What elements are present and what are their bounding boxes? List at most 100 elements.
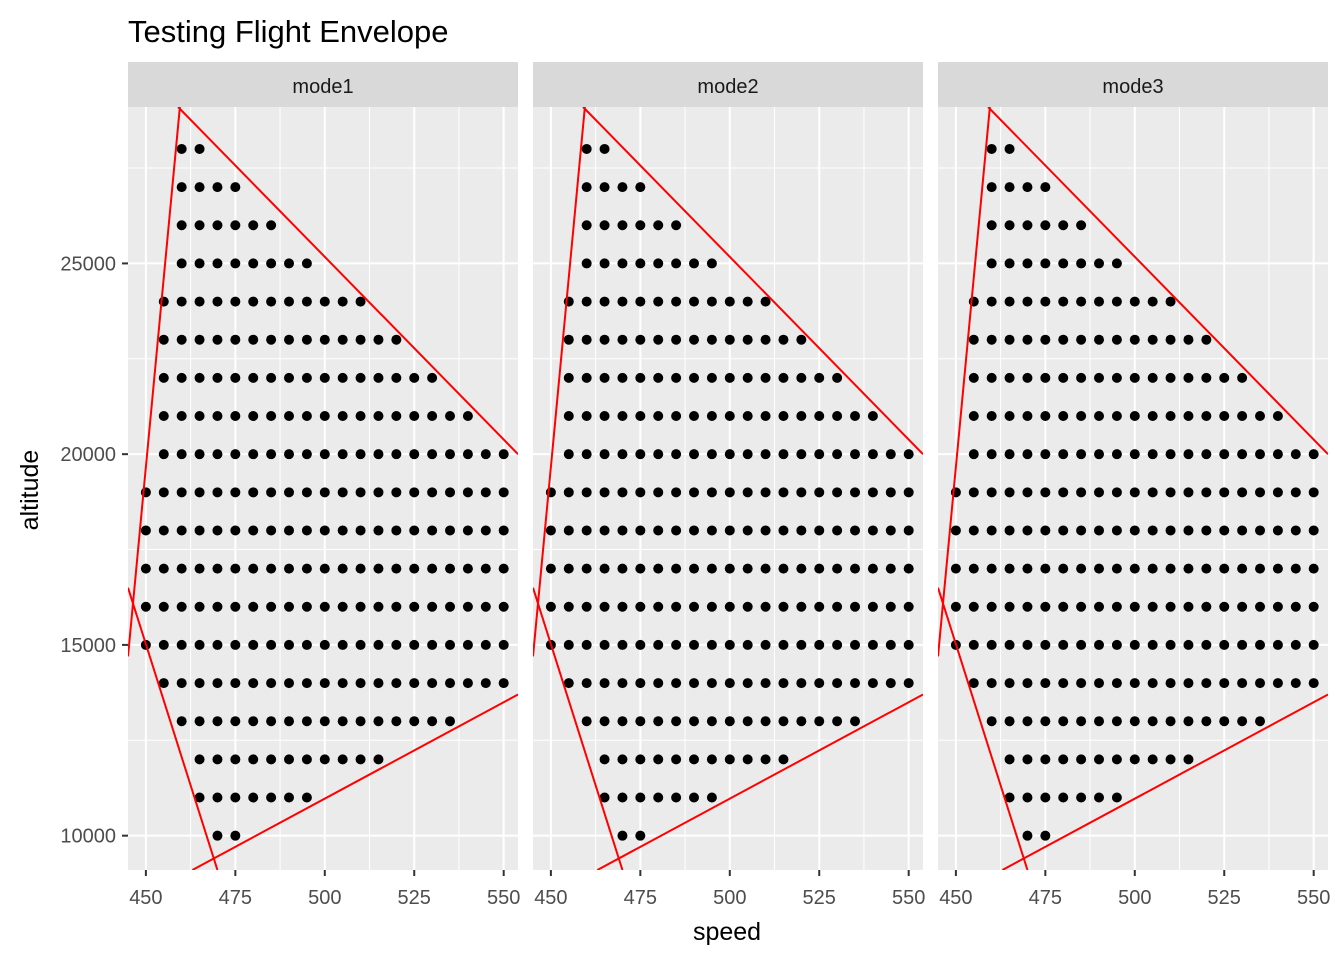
data-point — [1004, 487, 1015, 498]
data-point — [635, 525, 646, 536]
data-point — [445, 563, 456, 574]
x-axis: 450 475 500 525 550 — [534, 870, 925, 909]
data-point — [617, 525, 628, 536]
data-point — [581, 296, 592, 307]
data-point — [462, 601, 473, 612]
data-point — [1076, 449, 1087, 460]
data-point — [194, 143, 205, 154]
data-point — [319, 563, 330, 574]
data-point — [1183, 372, 1194, 383]
data-point — [1040, 449, 1051, 460]
data-point — [355, 296, 366, 307]
data-point — [462, 449, 473, 460]
data-point — [599, 792, 610, 803]
data-point — [176, 296, 187, 307]
data-point — [617, 449, 628, 460]
data-point — [1183, 716, 1194, 727]
data-point — [1040, 487, 1051, 498]
data-point — [706, 716, 717, 727]
data-point — [968, 372, 979, 383]
envelope-boundary-line — [191, 693, 518, 870]
data-point — [742, 639, 753, 650]
data-point — [284, 487, 295, 498]
data-point — [391, 449, 402, 460]
data-point — [778, 601, 789, 612]
data-point — [1165, 563, 1176, 574]
envelope-boundary-line — [533, 587, 624, 870]
data-point — [968, 678, 979, 689]
data-point — [653, 296, 664, 307]
data-point — [212, 182, 223, 193]
data-point — [409, 525, 420, 536]
data-point — [284, 563, 295, 574]
data-point — [671, 639, 682, 650]
data-point — [635, 411, 646, 422]
data-point — [635, 754, 646, 765]
data-point — [1147, 754, 1158, 765]
data-point — [1076, 754, 1087, 765]
data-point — [671, 334, 682, 345]
data-point — [986, 525, 997, 536]
data-point — [706, 258, 717, 269]
facet-panel-mode3: mode3 450 475 500 525 550 — [938, 62, 1330, 909]
data-point — [1040, 754, 1051, 765]
data-point — [427, 563, 438, 574]
data-point — [1094, 678, 1105, 689]
data-point — [563, 525, 574, 536]
data-point — [581, 372, 592, 383]
data-point — [1111, 754, 1122, 765]
data-point — [617, 792, 628, 803]
data-point — [1147, 487, 1158, 498]
data-point — [581, 716, 592, 727]
data-point — [706, 449, 717, 460]
data-point — [230, 678, 241, 689]
data-point — [266, 411, 277, 422]
data-point — [635, 449, 646, 460]
facet-strip-label: mode2 — [697, 76, 758, 98]
data-point — [563, 487, 574, 498]
data-point — [885, 563, 896, 574]
data-point — [1219, 639, 1230, 650]
data-point — [1255, 639, 1266, 650]
data-point — [581, 678, 592, 689]
data-point — [968, 411, 979, 422]
data-point — [1183, 678, 1194, 689]
data-point — [194, 258, 205, 269]
data-point — [814, 525, 825, 536]
facet-panels: mode1 450 475 500 525 550 mode2 450 475 500 525 550… — [128, 62, 1330, 909]
data-point — [671, 678, 682, 689]
data-point — [885, 487, 896, 498]
data-point — [760, 296, 771, 307]
data-point — [1290, 563, 1301, 574]
boundary-lines — [938, 107, 1328, 870]
data-point — [1237, 639, 1248, 650]
data-point — [1272, 411, 1283, 422]
y-tick-label: 15000 — [60, 635, 116, 657]
data-point — [1237, 601, 1248, 612]
x-tick-label: 450 — [939, 887, 972, 909]
data-point — [653, 220, 664, 231]
data-point — [903, 678, 914, 689]
data-point — [212, 487, 223, 498]
data-point — [194, 372, 205, 383]
data-point — [796, 678, 807, 689]
data-point — [266, 372, 277, 383]
data-point — [724, 296, 735, 307]
data-point — [355, 754, 366, 765]
data-point — [462, 563, 473, 574]
data-point — [1129, 525, 1140, 536]
data-point — [814, 678, 825, 689]
data-point — [427, 411, 438, 422]
data-point — [1147, 449, 1158, 460]
data-point — [778, 487, 789, 498]
data-point — [986, 563, 997, 574]
data-point — [266, 678, 277, 689]
data-point — [653, 678, 664, 689]
data-point — [1219, 563, 1230, 574]
data-point — [850, 639, 861, 650]
data-point — [689, 334, 700, 345]
data-point — [1076, 334, 1087, 345]
data-point — [986, 182, 997, 193]
data-point — [986, 601, 997, 612]
